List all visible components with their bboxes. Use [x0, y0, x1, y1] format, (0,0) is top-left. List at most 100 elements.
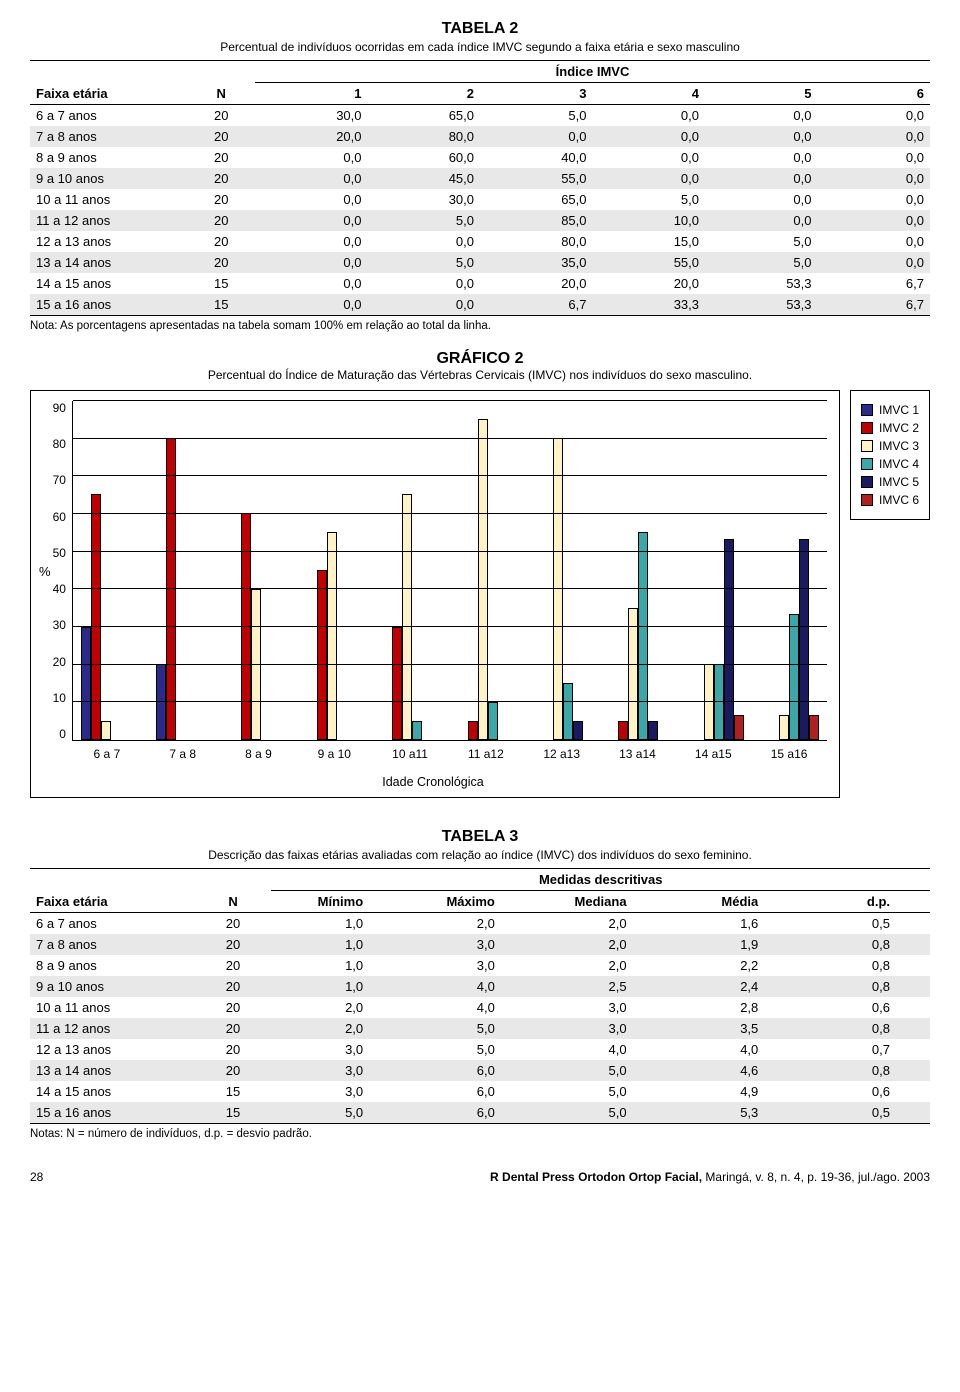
table-row: 9 a 10 anos200,045,055,00,00,00,0 — [30, 168, 930, 189]
bar — [488, 702, 498, 740]
tabela2: Índice IMVC Faixa etária N 1 2 3 4 5 6 6… — [30, 60, 930, 316]
legend-item: IMVC 5 — [861, 475, 919, 489]
x-label: 15 a16 — [751, 741, 827, 761]
x-label: 11 a12 — [448, 741, 524, 761]
grafico2-xlabels: 6 a 77 a 88 a 99 a 1010 a1111 a1212 a131… — [69, 741, 827, 761]
tabela3-col-med: Mediana — [535, 891, 667, 913]
legend-item: IMVC 4 — [861, 457, 919, 471]
tabela3-superheader: Medidas descritivas — [271, 869, 930, 891]
table-row: 11 a 12 anos200,05,085,010,00,00,0 — [30, 210, 930, 231]
table-row: 14 a 15 anos153,06,05,04,90,6 — [30, 1081, 930, 1102]
bar-group — [375, 494, 450, 740]
table-row: 13 a 14 anos203,06,05,04,60,8 — [30, 1060, 930, 1081]
bar — [809, 715, 819, 740]
tabela2-title: TABELA 2 — [30, 20, 930, 38]
table-row: 8 a 9 anos201,03,02,02,20,8 — [30, 955, 930, 976]
table-row: 11 a 12 anos202,05,03,03,50,8 — [30, 1018, 930, 1039]
journal-ref: R Dental Press Ortodon Ortop Facial, Mar… — [490, 1170, 930, 1184]
grafico2-subtitle: Percentual do Índice de Maturação das Vé… — [30, 368, 930, 382]
tabela2-col-2: 2 — [368, 83, 481, 105]
tabela3-col-age: Faixa etária — [30, 891, 195, 913]
grafico2-xaxis-title: Idade Cronológica — [39, 775, 827, 789]
table-row: 15 a 16 anos155,06,05,05,30,5 — [30, 1102, 930, 1124]
bar — [563, 683, 573, 740]
bar — [412, 721, 422, 740]
x-label: 10 a11 — [372, 741, 448, 761]
table-row: 7 a 8 anos2020,080,00,00,00,00,0 — [30, 126, 930, 147]
tabela2-superheader: Índice IMVC — [255, 61, 930, 83]
tabela2-col-3: 3 — [480, 83, 593, 105]
bar — [392, 627, 402, 740]
table-row: 6 a 7 anos2030,065,05,00,00,00,0 — [30, 105, 930, 127]
table-row: 10 a 11 anos202,04,03,02,80,6 — [30, 997, 930, 1018]
legend-item: IMVC 6 — [861, 493, 919, 507]
bar — [91, 494, 101, 740]
journal-bold: R Dental Press Ortodon Ortop Facial, — [490, 1170, 702, 1184]
table-row: 6 a 7 anos201,02,02,01,60,5 — [30, 913, 930, 935]
tabela2-col-1: 1 — [255, 83, 368, 105]
x-label: 6 a 7 — [69, 741, 145, 761]
bar — [478, 419, 488, 740]
tabela3-note: Notas: N = número de indivíduos, d.p. = … — [30, 1128, 930, 1140]
grafico2-title: GRÁFICO 2 — [30, 350, 930, 368]
bar — [327, 532, 337, 740]
page-number: 28 — [30, 1170, 43, 1184]
tabela3: Medidas descritivas Faixa etária N Mínim… — [30, 868, 930, 1124]
x-label: 7 a 8 — [145, 741, 221, 761]
grafico2-chart: % 9080706050403020100 6 a 77 a 88 a 99 a… — [30, 390, 930, 798]
bar — [789, 614, 799, 740]
tabela2-note: Nota: As porcentagens apresentadas na ta… — [30, 320, 930, 332]
grafico2-plotarea — [72, 401, 827, 741]
bar-group — [676, 539, 751, 740]
bar — [468, 721, 478, 740]
grafico2-legend: IMVC 1 IMVC 2 IMVC 3 IMVC 4 IMVC 5 IMVC 6 — [850, 390, 930, 520]
journal-rest: Maringá, v. 8, n. 4, p. 19-36, jul./ago.… — [702, 1170, 930, 1184]
bar — [573, 721, 583, 740]
legend-item: IMVC 2 — [861, 421, 919, 435]
tabela2-col-age: Faixa etária — [30, 83, 188, 105]
table-row: 7 a 8 anos201,03,02,01,90,8 — [30, 934, 930, 955]
tabela3-col-mean: Média — [667, 891, 799, 913]
legend-item: IMVC 1 — [861, 403, 919, 417]
grafico2-yaxis: 9080706050403020100 — [53, 401, 72, 741]
tabela2-subtitle: Percentual de indivíduos ocorridas em ca… — [30, 40, 930, 54]
tabela2-col-5: 5 — [705, 83, 818, 105]
table-row: 12 a 13 anos203,05,04,04,00,7 — [30, 1039, 930, 1060]
page-footer: 28 R Dental Press Ortodon Ortop Facial, … — [30, 1170, 930, 1184]
bar — [799, 539, 809, 740]
bar — [81, 627, 91, 740]
bar — [724, 539, 734, 740]
bar — [402, 494, 412, 740]
tabela2-col-6: 6 — [818, 83, 931, 105]
table-row: 13 a 14 anos200,05,035,055,05,00,0 — [30, 252, 930, 273]
bar — [734, 715, 744, 740]
tabela3-col-min: Mínimo — [271, 891, 403, 913]
tabela2-col-4: 4 — [593, 83, 706, 105]
bar — [779, 715, 789, 740]
tabela3-col-dp: d.p. — [798, 891, 930, 913]
x-label: 13 a14 — [600, 741, 676, 761]
bar-group — [299, 532, 374, 740]
tabela3-title: TABELA 3 — [30, 828, 930, 846]
bar-group — [73, 494, 148, 740]
table-row: 9 a 10 anos201,04,02,52,40,8 — [30, 976, 930, 997]
tabela3-col-n: N — [195, 891, 272, 913]
bar — [638, 532, 648, 740]
table-row: 12 a 13 anos200,00,080,015,05,00,0 — [30, 231, 930, 252]
bar — [317, 570, 327, 740]
x-label: 9 a 10 — [296, 741, 372, 761]
table-row: 14 a 15 anos150,00,020,020,053,36,7 — [30, 273, 930, 294]
tabela3-subtitle: Descrição das faixas etárias avaliadas c… — [30, 848, 930, 862]
grafico2-ylabel: % — [39, 564, 51, 579]
legend-item: IMVC 3 — [861, 439, 919, 453]
tabela2-col-n: N — [188, 83, 256, 105]
tabela3-col-max: Máximo — [403, 891, 535, 913]
x-label: 12 a13 — [524, 741, 600, 761]
table-row: 15 a 16 anos150,00,06,733,353,36,7 — [30, 294, 930, 316]
bar — [101, 721, 111, 740]
bar-group — [601, 532, 676, 740]
bar-group — [450, 419, 525, 740]
x-label: 14 a15 — [675, 741, 751, 761]
bar-group — [752, 539, 827, 740]
table-row: 10 a 11 anos200,030,065,05,00,00,0 — [30, 189, 930, 210]
